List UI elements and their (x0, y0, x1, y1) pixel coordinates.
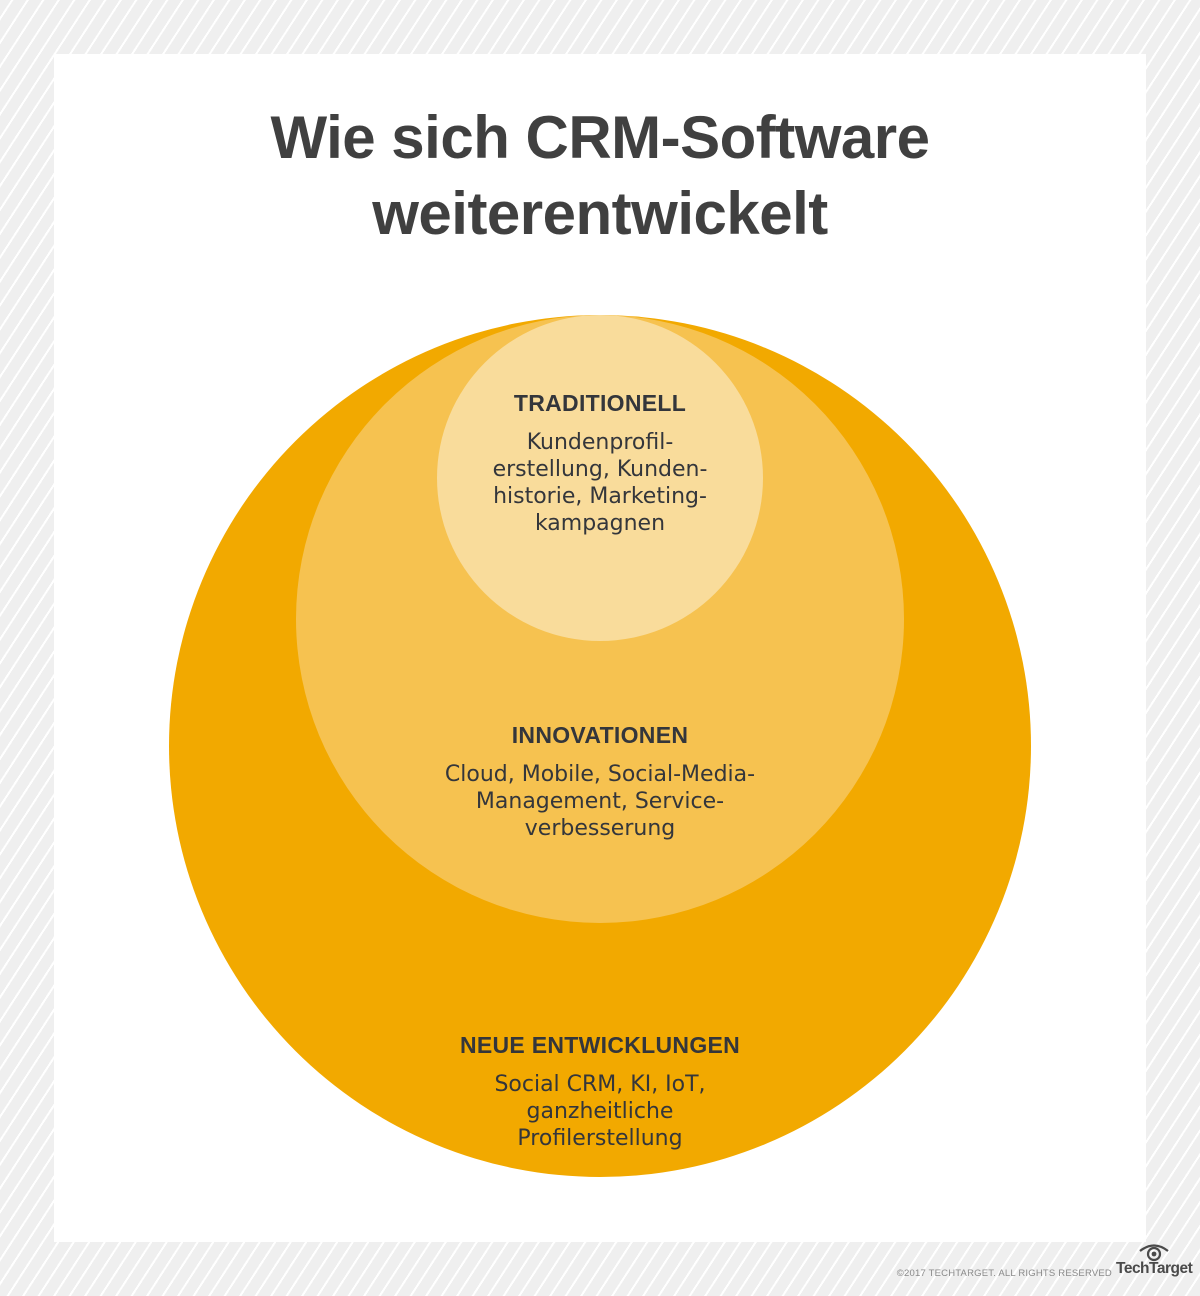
description-line: Kundenprofil- (526, 430, 674, 455)
description-line: historie, Marketing- (493, 484, 707, 509)
description-line: verbesserung (524, 816, 676, 841)
description-line: kampagnen (534, 511, 666, 536)
techtarget-logo: TechTarget (1116, 1242, 1193, 1282)
neue-entwicklungen-heading: NEUE ENTWICKLUNGEN (459, 1032, 741, 1058)
eye-icon (1139, 1244, 1169, 1262)
traditionell-heading: TRADITIONELL (513, 390, 687, 416)
description-line: Profilerstellung (517, 1126, 683, 1151)
neue-entwicklungen-block: NEUE ENTWICKLUNGEN Social CRM, KI, IoT, … (300, 1030, 900, 1152)
innovationen-description: Cloud, Mobile, Social-Media- Management,… (300, 761, 900, 842)
description-line: Cloud, Mobile, Social-Media- (444, 762, 756, 787)
innovationen-block: INNOVATIONEN Cloud, Mobile, Social-Media… (300, 720, 900, 842)
page-title: Wie sich CRM-Software weiterentwickelt (0, 100, 1200, 252)
circle-traditionell (437, 315, 763, 641)
description-line: Social CRM, KI, IoT, (494, 1072, 706, 1097)
description-line: erstellung, Kunden- (492, 457, 708, 482)
title-line-2: weiterentwickelt (372, 180, 828, 247)
logo-text: TechTarget (1116, 1260, 1193, 1277)
title-line-1: Wie sich CRM-Software (270, 104, 930, 171)
description-line: ganzheitliche (526, 1099, 674, 1124)
traditionell-description: Kundenprofil- erstellung, Kunden- histor… (300, 429, 900, 537)
traditionell-block: TRADITIONELL Kundenprofil- erstellung, K… (300, 388, 900, 537)
innovationen-heading: INNOVATIONEN (511, 722, 689, 748)
neue-entwicklungen-description: Social CRM, KI, IoT, ganzheitliche Profi… (300, 1071, 900, 1152)
copyright-notice: ©2017 TECHTARGET. ALL RIGHTS RESERVED (896, 1268, 1112, 1279)
description-line: Management, Service- (475, 789, 725, 814)
